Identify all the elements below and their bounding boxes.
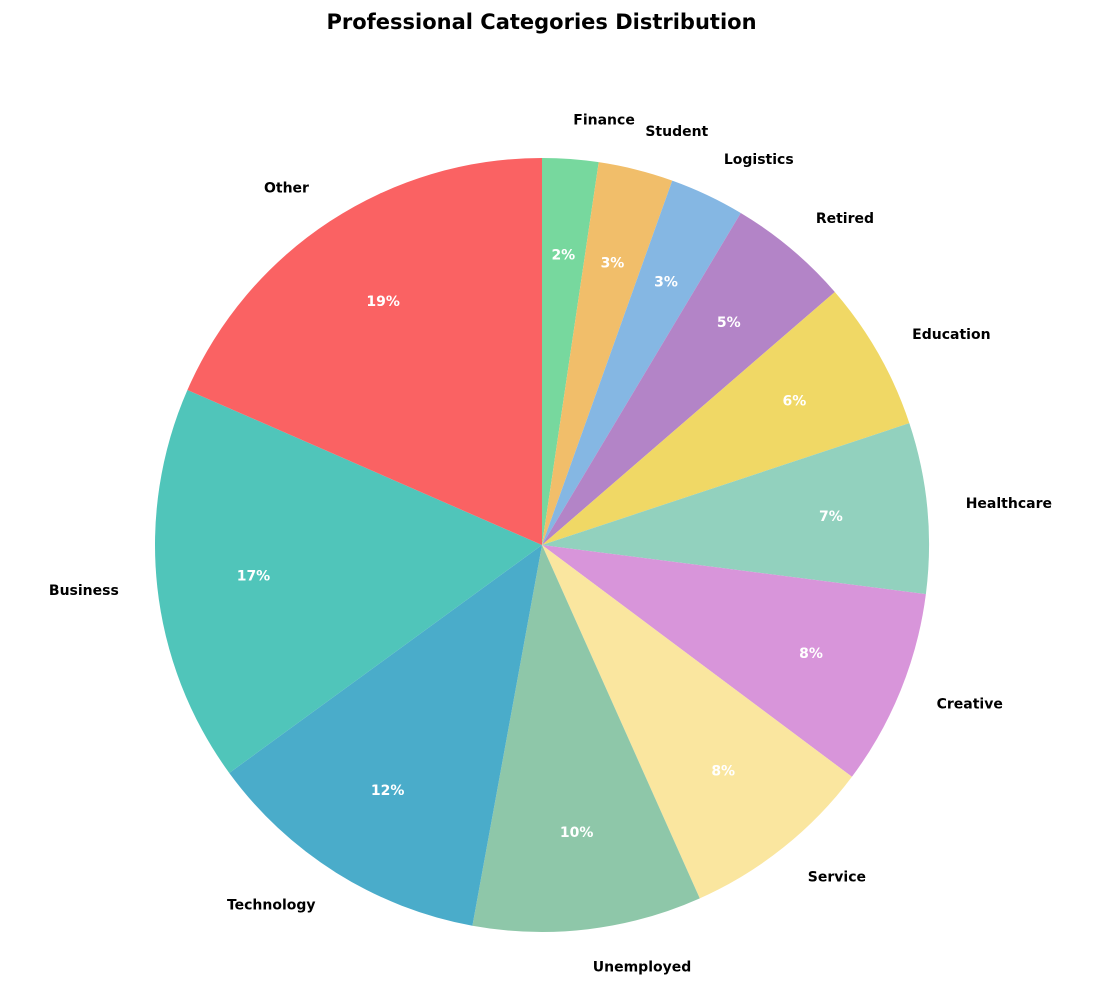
pie-slice-finance: [542, 158, 599, 545]
pct-label-technology: 12%: [371, 783, 405, 799]
category-label-logistics: Logistics: [724, 152, 794, 168]
pct-label-student: 3%: [601, 255, 625, 271]
pie-slice-student: [542, 162, 673, 545]
pie-slice-logistics: [542, 180, 741, 545]
pct-label-logistics: 3%: [654, 275, 678, 291]
pct-label-finance: 2%: [551, 248, 575, 264]
pie-slice-education: [542, 291, 910, 545]
pct-label-business: 17%: [237, 569, 271, 585]
pct-label-creative: 8%: [799, 646, 823, 662]
category-label-creative: Creative: [937, 697, 1003, 713]
category-label-student: Student: [645, 124, 708, 140]
pie-slice-business: [154, 389, 542, 773]
category-label-healthcare: Healthcare: [966, 496, 1052, 512]
category-label-retired: Retired: [816, 211, 874, 227]
pct-label-other: 19%: [366, 294, 400, 310]
category-label-education: Education: [912, 327, 990, 343]
pie-slice-retired: [542, 212, 835, 545]
pie-slice-technology: [229, 545, 542, 926]
pie-slice-service: [542, 545, 852, 899]
pct-label-service: 8%: [711, 764, 735, 780]
category-label-finance: Finance: [573, 112, 635, 128]
category-label-unemployed: Unemployed: [593, 960, 692, 976]
pct-label-education: 6%: [783, 394, 807, 410]
pct-label-retired: 5%: [717, 315, 741, 331]
pie-slice-healthcare: [542, 423, 930, 595]
category-label-business: Business: [49, 583, 119, 599]
chart-title: Professional Categories Distribution: [326, 10, 757, 34]
pct-label-unemployed: 10%: [560, 825, 594, 841]
pct-label-healthcare: 7%: [819, 509, 843, 525]
pie-slice-creative: [542, 545, 926, 777]
pie-slice-other: [187, 157, 542, 545]
category-label-service: Service: [808, 870, 866, 886]
category-label-other: Other: [264, 181, 309, 197]
category-label-technology: Technology: [227, 897, 316, 913]
pie-slice-unemployed: [472, 545, 700, 932]
